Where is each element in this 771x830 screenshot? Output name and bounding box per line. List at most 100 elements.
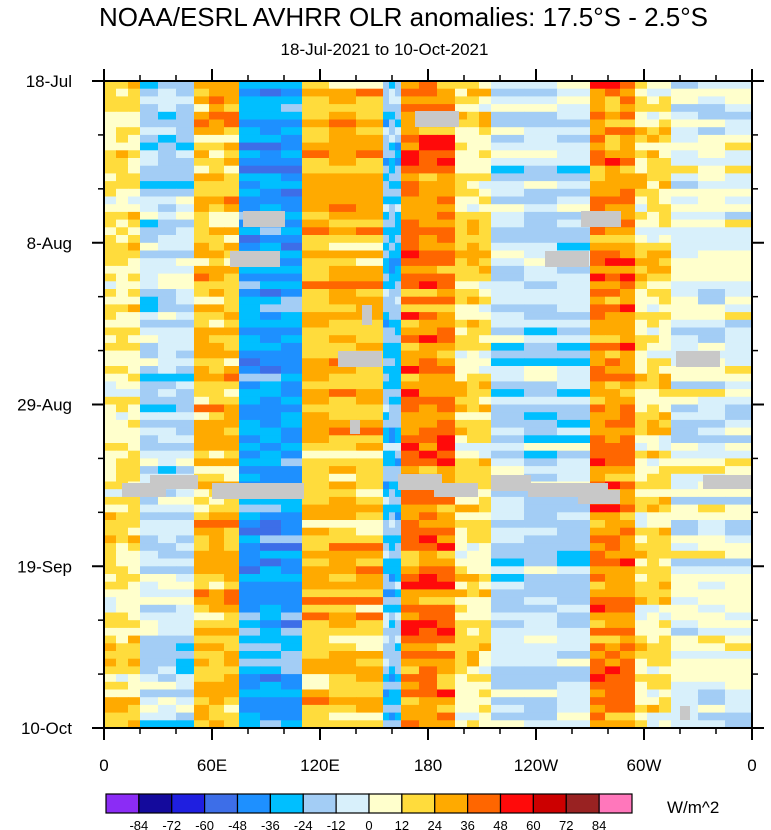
heatmap-cell [224,350,240,359]
heatmap-cell [725,312,753,321]
heatmap-cell [455,443,468,452]
heatmap-cell [620,612,636,621]
heatmap-cell [725,165,753,174]
heatmap-cell [659,211,672,221]
heatmap-cell [605,658,621,667]
heatmap-cell [437,296,456,305]
heatmap-cell [395,250,402,259]
heatmap-cell [356,412,384,421]
heatmap-cell [395,466,402,475]
heatmap-cell [260,350,282,359]
heatmap-cell [224,381,240,390]
heatmap-cell [725,520,753,529]
heatmap-cell [140,427,159,436]
heatmap-cell [455,658,468,667]
heatmap-cell [725,81,753,90]
heatmap-cell [224,496,240,506]
heatmap-cell [605,158,621,167]
heatmap-cell [356,188,384,197]
heatmap-cell [302,127,330,136]
heatmap-cell [140,273,159,282]
heatmap-cell [455,450,468,459]
heatmap-cell [116,581,129,590]
heatmap-cell [329,289,357,298]
heatmap-cell [620,289,636,298]
heatmap-cell [671,150,699,159]
heatmap-cell [224,535,240,544]
heatmap-cell [356,620,384,629]
heatmap-cell [467,643,480,652]
heatmap-cell [725,173,753,182]
heatmap-cell [140,304,159,313]
heatmap-cell [176,535,195,544]
heatmap-cell [176,296,195,305]
heatmap-cell [467,581,480,590]
heatmap-cell [647,242,660,251]
heatmap-cell [158,412,177,421]
heatmap-cell [209,658,225,667]
heatmap-cell [524,466,558,475]
heatmap-cell [698,712,726,721]
heatmap-cell [455,496,468,506]
heatmap-cell [389,427,396,436]
heatmap-cell [329,104,357,113]
heatmap-cell [281,219,303,228]
heatmap-cell [194,381,210,390]
heatmap-cell [239,96,261,105]
heatmap-cell [419,574,438,583]
heatmap-cell [329,435,357,444]
heatmap-cell [281,574,303,583]
heatmap-cell [524,612,558,621]
heatmap-cell [524,566,558,575]
heatmap-cell [356,150,384,159]
heatmap-cell [389,250,396,259]
heatmap-cell [590,466,606,475]
heatmap-cell [281,450,303,459]
heatmap-cell [671,281,699,290]
heatmap-cell [524,373,558,382]
heatmap-cell [116,435,129,444]
heatmap-cell [455,358,468,367]
heatmap-cell [389,219,396,228]
colorbar-swatch [499,793,534,814]
heatmap-cell [116,450,129,459]
heatmap-cell [140,350,159,359]
heatmap-cell [389,142,396,151]
heatmap-cell [620,273,636,282]
heatmap-cell [116,689,129,698]
heatmap-cell [419,427,438,436]
heatmap-cell [104,227,117,236]
heatmap-cell [455,427,468,436]
heatmap-cell [557,566,591,575]
heatmap-cell [698,134,726,144]
heatmap-cell [725,458,753,467]
heatmap-cell [590,235,606,244]
heatmap-cell [239,643,261,652]
heatmap-cell [479,150,492,159]
heatmap-cell [260,373,282,382]
heatmap-cell [194,496,210,506]
heatmap-cell [194,658,210,667]
heatmap-cell [635,127,648,136]
heatmap-cell [524,327,558,336]
heatmap-cell [725,389,753,398]
heatmap-cell [140,704,159,714]
heatmap-cell [659,512,672,521]
heatmap-cell [224,581,240,590]
heatmap-cell [176,450,195,459]
heatmap-cell [302,543,330,552]
heatmap-cell [557,597,591,606]
heatmap-cell [647,450,660,459]
heatmap-cell [260,127,282,136]
heatmap-cell [437,358,456,367]
heatmap-cell [356,481,384,490]
heatmap-cell [281,543,303,552]
heatmap-cell [437,427,456,436]
heatmap-cell [647,396,660,405]
heatmap-cell [209,327,225,336]
heatmap-cell [260,196,282,205]
heatmap-cell [401,612,420,621]
heatmap-cell [524,597,558,606]
heatmap-cell [329,404,357,413]
heatmap-cell [557,635,591,644]
